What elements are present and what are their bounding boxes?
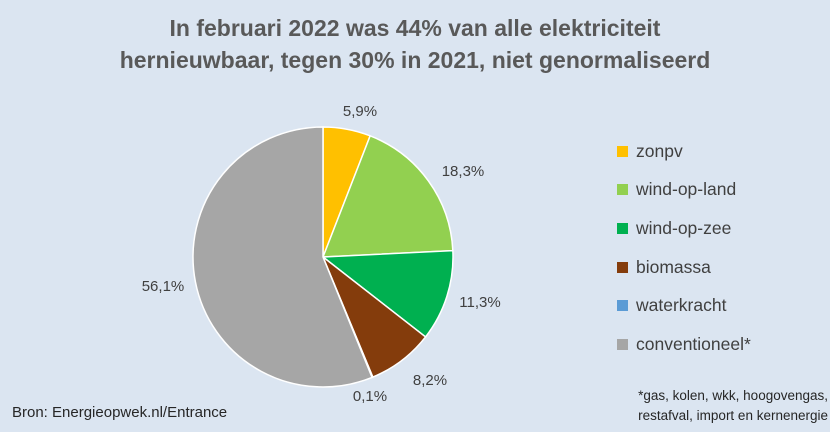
legend-item-wind-op-zee: wind-op-zee bbox=[617, 209, 751, 248]
legend-swatch bbox=[617, 261, 628, 273]
source-note: Bron: Energieopwek.nl/Entrance bbox=[12, 404, 228, 421]
legend-item-conventioneel: conventioneel* bbox=[617, 325, 751, 364]
legend-item-zonpv: zonpv bbox=[617, 132, 751, 171]
chart-title-line-1: In februari 2022 was 44% van alle elektr… bbox=[169, 15, 661, 41]
legend-swatch bbox=[617, 145, 628, 157]
data-label-wind-op-land: 18,3% bbox=[442, 163, 485, 180]
data-label-biomassa: 8,2% bbox=[413, 372, 447, 389]
data-label-waterkracht: 0,1% bbox=[353, 388, 387, 405]
chart-legend: zonpv wind-op-land wind-op-zee biomassa wate… bbox=[617, 132, 751, 364]
data-label-conventioneel: 56,1% bbox=[142, 278, 185, 295]
chart-title-line-2: hernieuwbaar, tegen 30% in 2021, niet ge… bbox=[119, 47, 711, 73]
legend-label: waterkracht bbox=[636, 295, 727, 316]
legend-label: conventioneel* bbox=[636, 333, 751, 354]
legend-label: wind-op-land bbox=[636, 179, 737, 200]
pie-slice-wind-op-zee bbox=[320, 249, 454, 338]
legend-item-biomassa: biomassa bbox=[617, 248, 751, 287]
legend-swatch bbox=[617, 184, 628, 196]
footnote-line-2: restafval, import en kernenergie bbox=[638, 408, 828, 423]
legend-label: zonpv bbox=[636, 140, 683, 161]
footnote-line-1: *gas, kolen, wkk, hoogovengas, bbox=[638, 388, 828, 403]
chart-title: In februari 2022 was 44% van alle elektr… bbox=[0, 12, 830, 76]
legend-swatch bbox=[617, 300, 628, 312]
legend-label: biomassa bbox=[636, 256, 711, 277]
legend-label: wind-op-zee bbox=[636, 217, 732, 238]
data-label-zonpv: 5,9% bbox=[343, 103, 377, 120]
legend-swatch bbox=[617, 338, 628, 350]
footnote: *gas, kolen, wkk, hoogovengas, restafval… bbox=[638, 386, 828, 426]
data-label-wind-op-zee: 11,3% bbox=[459, 294, 500, 311]
legend-item-waterkracht: waterkracht bbox=[617, 286, 751, 325]
pie-slice-wind-op-land bbox=[321, 134, 454, 258]
legend-swatch bbox=[617, 222, 628, 234]
pie-slice-conventioneel bbox=[192, 126, 374, 388]
legend-item-wind-op-land: wind-op-land bbox=[617, 171, 751, 210]
